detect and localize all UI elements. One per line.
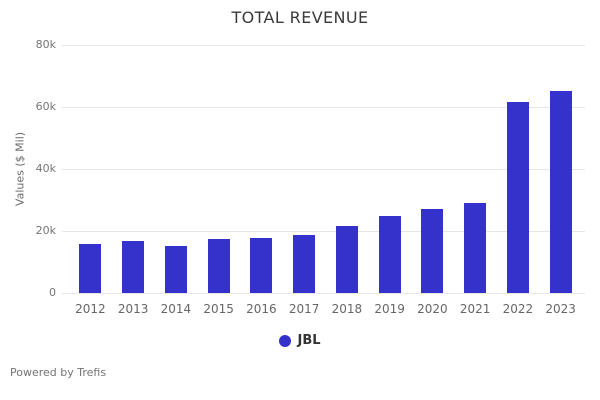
gridline-40k <box>62 169 585 170</box>
x-tick-label-2022: 2022 <box>502 302 534 316</box>
bar-2017[interactable] <box>293 235 316 293</box>
x-tick-label-2023: 2023 <box>545 302 576 316</box>
x-tick-label-2017: 2017 <box>288 302 320 316</box>
legend-item-jbl[interactable]: JBL <box>279 333 321 348</box>
legend-marker-icon <box>279 334 292 347</box>
x-tick-label-2018: 2018 <box>331 302 363 316</box>
bar-2015[interactable] <box>207 239 230 293</box>
gridline-80k <box>62 45 585 46</box>
bar-2013[interactable] <box>122 241 145 293</box>
x-tick-label-2014: 2014 <box>160 302 192 316</box>
powered-by-trefis: Powered by Trefis <box>10 366 107 379</box>
bar-2019[interactable] <box>378 216 401 293</box>
y-tick-label-20k: 20k <box>35 224 56 237</box>
y-tick-label-80k: 80k <box>35 38 56 51</box>
x-tick-label-2019: 2019 <box>374 302 405 316</box>
gridline-0 <box>62 293 585 294</box>
legend-label: JBL <box>297 333 321 348</box>
bar-2016[interactable] <box>250 237 273 293</box>
x-tick-label-2016: 2016 <box>246 302 277 316</box>
legend: JBL <box>0 333 600 348</box>
bar-2014[interactable] <box>164 245 187 293</box>
bar-2023[interactable] <box>549 90 572 293</box>
bar-2022[interactable] <box>506 102 529 293</box>
x-tick-label-2020: 2020 <box>417 302 448 316</box>
x-tick-label-2015: 2015 <box>203 302 234 316</box>
x-tick-label-2021: 2021 <box>459 302 491 316</box>
x-tick-label-2013: 2013 <box>117 302 149 316</box>
x-tick-label-2012: 2012 <box>75 302 106 316</box>
gridline-60k <box>62 107 585 108</box>
gridline-20k <box>62 231 585 232</box>
bar-2012[interactable] <box>79 244 102 293</box>
y-tick-label-0: 0 <box>49 286 56 299</box>
chart-title: TOTAL REVENUE <box>231 8 369 27</box>
y-tick-label-40k: 40k <box>35 162 56 175</box>
y-tick-label-60k: 60k <box>35 100 56 113</box>
bar-2021[interactable] <box>464 203 487 293</box>
bar-2018[interactable] <box>335 226 358 293</box>
bar-2020[interactable] <box>421 209 444 293</box>
